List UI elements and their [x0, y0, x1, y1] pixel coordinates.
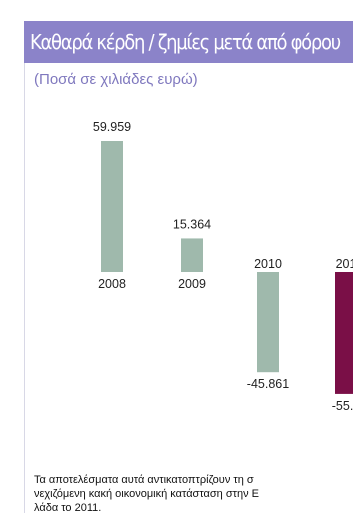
- bar-chart: 2008 59.959 2009 15.364 2010 -45.861 201 -55.8: [93, 120, 353, 413]
- footnote-line: Τα αποτελέσματα αυτά αντικατοπτρίζουν τη…: [34, 474, 254, 486]
- chart-panel: Καθαρά κέρδη / ζημίες μετά από φόρου (Πο…: [24, 9, 353, 513]
- data-label: 59.959: [93, 120, 131, 134]
- data-label: 15.364: [173, 217, 211, 231]
- footnote-line: λάδα το 2011.: [34, 502, 102, 513]
- title-bar: Καθαρά κέρδη / ζημίες μετά από φόρου: [24, 21, 353, 63]
- category-label: 2009: [178, 277, 206, 291]
- bar: [257, 272, 279, 373]
- chart-title: Καθαρά κέρδη / ζημίες μετά από φόρου: [30, 30, 341, 54]
- footnote: Τα αποτελέσματα αυτά αντικατοπτρίζουν τη…: [34, 473, 353, 513]
- footnote-line: νεχιζόμενη κακή οικονομική κατάσταση στη…: [34, 488, 260, 500]
- category-label: 2008: [98, 277, 126, 291]
- bar: [181, 238, 203, 272]
- category-label: 2010: [254, 257, 282, 271]
- data-label: -45.861: [247, 377, 289, 391]
- left-rule: [24, 63, 25, 513]
- category-label: 201: [336, 257, 353, 271]
- chart-subtitle: (Ποσά σε χιλιάδες ευρώ): [34, 71, 198, 88]
- data-label: -55.8: [332, 399, 353, 413]
- bar: [101, 141, 123, 272]
- bar: [335, 272, 353, 394]
